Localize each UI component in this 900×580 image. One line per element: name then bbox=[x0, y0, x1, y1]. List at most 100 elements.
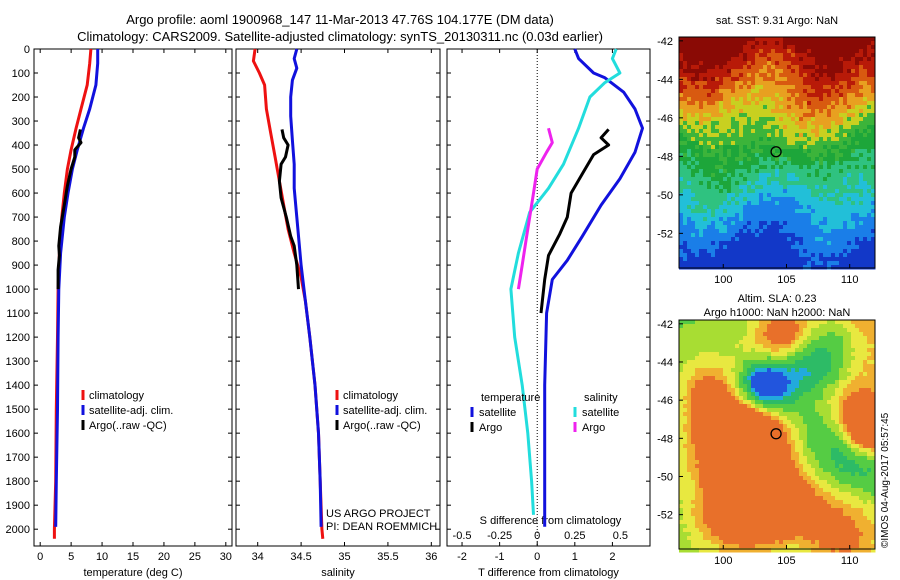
map-cell bbox=[715, 101, 720, 106]
map-cell bbox=[719, 229, 724, 234]
map-cell bbox=[687, 265, 692, 270]
map-cell bbox=[815, 253, 820, 258]
map-cell bbox=[683, 424, 688, 429]
map-cell bbox=[719, 109, 724, 114]
map-cell bbox=[787, 380, 792, 385]
map-cell bbox=[683, 456, 688, 461]
temperature-xtick-label: 15 bbox=[127, 551, 139, 563]
map-cell bbox=[723, 93, 728, 98]
map-cell bbox=[831, 185, 836, 190]
map-cell bbox=[743, 169, 748, 174]
map-cell bbox=[863, 424, 868, 429]
map-cell bbox=[743, 229, 748, 234]
map-cell bbox=[771, 392, 776, 397]
map-cell bbox=[747, 396, 752, 401]
map-cell bbox=[867, 73, 872, 78]
map-cell bbox=[855, 141, 860, 146]
map-cell bbox=[743, 436, 748, 441]
map-cell bbox=[715, 320, 720, 325]
map-cell bbox=[787, 249, 792, 254]
map-cell bbox=[715, 412, 720, 417]
map-cell bbox=[679, 161, 684, 166]
map-cell bbox=[803, 93, 808, 98]
map-cell bbox=[843, 165, 848, 170]
map-cell bbox=[723, 85, 728, 90]
map-cell bbox=[703, 37, 708, 42]
map-cell bbox=[699, 336, 704, 341]
map-cell bbox=[779, 97, 784, 102]
map-cell bbox=[851, 404, 856, 409]
map-cell bbox=[703, 237, 708, 242]
map-cell bbox=[739, 460, 744, 465]
map-cell bbox=[695, 432, 700, 437]
map-cell bbox=[679, 141, 684, 146]
map-cell bbox=[771, 89, 776, 94]
map-cell bbox=[787, 245, 792, 250]
map-cell bbox=[711, 336, 716, 341]
map-cell bbox=[771, 416, 776, 421]
map-cell bbox=[695, 404, 700, 409]
map-cell bbox=[719, 45, 724, 50]
map-cell bbox=[699, 57, 704, 62]
map-cell bbox=[775, 133, 780, 138]
map-cell bbox=[823, 133, 828, 138]
map-cell bbox=[799, 444, 804, 449]
salinity-axes-box bbox=[235, 48, 441, 547]
map-cell bbox=[771, 137, 776, 142]
map-cell bbox=[707, 400, 712, 405]
map-cell bbox=[851, 356, 856, 361]
map-cell bbox=[867, 77, 872, 82]
map-cell bbox=[735, 372, 740, 377]
map-cell bbox=[727, 221, 732, 226]
map-cell bbox=[787, 233, 792, 238]
map-cell bbox=[703, 121, 708, 126]
map-cell bbox=[775, 225, 780, 230]
map-cell bbox=[715, 189, 720, 194]
map-cell bbox=[871, 380, 876, 385]
map-cell bbox=[727, 376, 732, 381]
map-cell bbox=[707, 53, 712, 58]
map-cell bbox=[823, 237, 828, 242]
map-cell bbox=[711, 384, 716, 389]
map-cell bbox=[759, 197, 764, 202]
map-cell bbox=[687, 404, 692, 409]
map-cell bbox=[755, 448, 760, 453]
map-cell bbox=[735, 133, 740, 138]
map-cell bbox=[719, 440, 724, 445]
map-cell bbox=[867, 53, 872, 58]
map-cell bbox=[763, 53, 768, 58]
map-cell bbox=[707, 372, 712, 377]
map-cell bbox=[783, 177, 788, 182]
map-cell bbox=[731, 464, 736, 469]
map-cell bbox=[855, 173, 860, 178]
map-cell bbox=[815, 53, 820, 58]
map-cell bbox=[855, 49, 860, 54]
map-cell bbox=[851, 348, 856, 353]
map-cell bbox=[703, 209, 708, 214]
map-cell bbox=[775, 416, 780, 421]
map-cell bbox=[735, 125, 740, 130]
map-cell bbox=[815, 392, 820, 397]
map-cell bbox=[783, 189, 788, 194]
map-cell bbox=[747, 145, 752, 150]
map-cell bbox=[819, 73, 824, 78]
map-cell bbox=[843, 428, 848, 433]
map-cell bbox=[783, 157, 788, 162]
map-cell bbox=[851, 328, 856, 333]
map-cell bbox=[731, 145, 736, 150]
map-cell bbox=[851, 428, 856, 433]
map-cell bbox=[867, 89, 872, 94]
map-cell bbox=[759, 412, 764, 417]
map-cell bbox=[831, 217, 836, 222]
map-cell bbox=[759, 161, 764, 166]
map-cell bbox=[767, 265, 772, 270]
map-cell bbox=[835, 185, 840, 190]
map-cell bbox=[687, 376, 692, 381]
map-cell bbox=[803, 392, 808, 397]
map-cell bbox=[855, 261, 860, 266]
map-cell bbox=[779, 57, 784, 62]
map-cell bbox=[683, 249, 688, 254]
map-cell bbox=[719, 69, 724, 74]
map-cell bbox=[719, 241, 724, 246]
map-cell bbox=[691, 400, 696, 405]
